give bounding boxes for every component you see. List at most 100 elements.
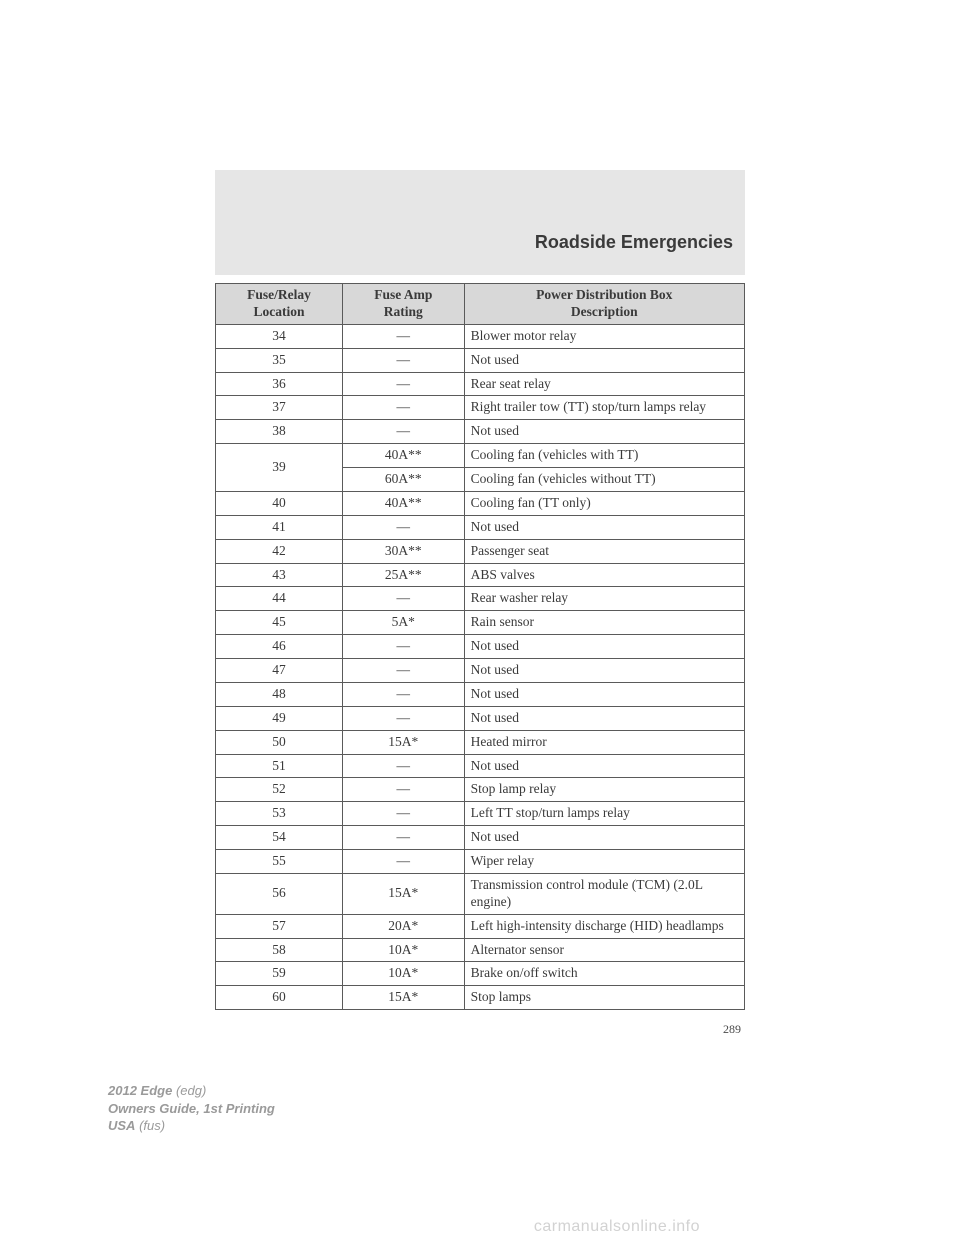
cell-description: Blower motor relay bbox=[464, 324, 744, 348]
footer-model-code: (edg) bbox=[172, 1083, 206, 1098]
cell-amp: — bbox=[342, 802, 464, 826]
table-head: Fuse/RelayLocation Fuse AmpRating Power … bbox=[216, 284, 745, 325]
table-row: 5720A*Left high-intensity discharge (HID… bbox=[216, 914, 745, 938]
cell-description: Stop lamp relay bbox=[464, 778, 744, 802]
cell-amp: 15A* bbox=[342, 873, 464, 914]
table-row: 35—Not used bbox=[216, 348, 745, 372]
cell-description: Not used bbox=[464, 515, 744, 539]
table-row: 36—Rear seat relay bbox=[216, 372, 745, 396]
cell-amp: 30A** bbox=[342, 539, 464, 563]
footer-line-2: Owners Guide, 1st Printing bbox=[108, 1100, 275, 1118]
cell-description: Not used bbox=[464, 348, 744, 372]
cell-location: 50 bbox=[216, 730, 343, 754]
cell-description: Heated mirror bbox=[464, 730, 744, 754]
table-row: 455A*Rain sensor bbox=[216, 611, 745, 635]
cell-description: Rear seat relay bbox=[464, 372, 744, 396]
cell-location: 57 bbox=[216, 914, 343, 938]
cell-location: 34 bbox=[216, 324, 343, 348]
cell-description: Not used bbox=[464, 420, 744, 444]
footer-line-1: 2012 Edge (edg) bbox=[108, 1082, 275, 1100]
table-row: 48—Not used bbox=[216, 682, 745, 706]
cell-amp: — bbox=[342, 778, 464, 802]
cell-description: Wiper relay bbox=[464, 850, 744, 874]
col-header-location: Fuse/RelayLocation bbox=[216, 284, 343, 325]
col-header-desc: Power Distribution BoxDescription bbox=[464, 284, 744, 325]
footer-region: USA bbox=[108, 1118, 135, 1133]
cell-location: 53 bbox=[216, 802, 343, 826]
cell-description: Transmission control module (TCM) (2.0L … bbox=[464, 873, 744, 914]
cell-location: 48 bbox=[216, 682, 343, 706]
cell-description: Cooling fan (vehicles with TT) bbox=[464, 444, 744, 468]
cell-description: Rear washer relay bbox=[464, 587, 744, 611]
cell-amp: 5A* bbox=[342, 611, 464, 635]
cell-location: 39 bbox=[216, 444, 343, 492]
table-body: 34—Blower motor relay35—Not used36—Rear … bbox=[216, 324, 745, 1009]
cell-location: 42 bbox=[216, 539, 343, 563]
cell-amp: 40A** bbox=[342, 444, 464, 468]
cell-location: 56 bbox=[216, 873, 343, 914]
table-row: 38—Not used bbox=[216, 420, 745, 444]
cell-description: Cooling fan (TT only) bbox=[464, 491, 744, 515]
cell-location: 46 bbox=[216, 635, 343, 659]
table-row: 4325A**ABS valves bbox=[216, 563, 745, 587]
cell-location: 47 bbox=[216, 659, 343, 683]
table-row: 47—Not used bbox=[216, 659, 745, 683]
cell-description: Passenger seat bbox=[464, 539, 744, 563]
cell-location: 54 bbox=[216, 826, 343, 850]
cell-description: Brake on/off switch bbox=[464, 962, 744, 986]
col-header-location-text: Fuse/RelayLocation bbox=[247, 287, 311, 319]
cell-description: Left TT stop/turn lamps relay bbox=[464, 802, 744, 826]
table-row: 49—Not used bbox=[216, 706, 745, 730]
cell-amp: 10A* bbox=[342, 962, 464, 986]
cell-amp: — bbox=[342, 635, 464, 659]
cell-amp: — bbox=[342, 682, 464, 706]
table-row: 5015A*Heated mirror bbox=[216, 730, 745, 754]
cell-description: Not used bbox=[464, 635, 744, 659]
table-row: 37—Right trailer tow (TT) stop/turn lamp… bbox=[216, 396, 745, 420]
table-row: 5615A*Transmission control module (TCM) … bbox=[216, 873, 745, 914]
table-header-row: Fuse/RelayLocation Fuse AmpRating Power … bbox=[216, 284, 745, 325]
cell-description: Not used bbox=[464, 659, 744, 683]
cell-location: 40 bbox=[216, 491, 343, 515]
cell-amp: 25A** bbox=[342, 563, 464, 587]
cell-amp: — bbox=[342, 754, 464, 778]
table-row: 34—Blower motor relay bbox=[216, 324, 745, 348]
cell-location: 55 bbox=[216, 850, 343, 874]
table-row: 51—Not used bbox=[216, 754, 745, 778]
cell-description: Not used bbox=[464, 826, 744, 850]
footer-line-3: USA (fus) bbox=[108, 1117, 275, 1135]
table-row: 41—Not used bbox=[216, 515, 745, 539]
cell-amp: — bbox=[342, 348, 464, 372]
cell-location: 41 bbox=[216, 515, 343, 539]
table-row: 55—Wiper relay bbox=[216, 850, 745, 874]
cell-description: Left high-intensity discharge (HID) head… bbox=[464, 914, 744, 938]
cell-location: 51 bbox=[216, 754, 343, 778]
cell-description: Alternator sensor bbox=[464, 938, 744, 962]
cell-location: 35 bbox=[216, 348, 343, 372]
page-content: Roadside Emergencies Fuse/RelayLocation … bbox=[215, 170, 745, 1037]
cell-location: 36 bbox=[216, 372, 343, 396]
col-header-desc-text: Power Distribution BoxDescription bbox=[536, 287, 672, 319]
cell-amp: — bbox=[342, 420, 464, 444]
cell-amp: — bbox=[342, 396, 464, 420]
table-row: 52—Stop lamp relay bbox=[216, 778, 745, 802]
cell-location: 43 bbox=[216, 563, 343, 587]
footer-model: 2012 Edge bbox=[108, 1083, 172, 1098]
cell-amp: — bbox=[342, 850, 464, 874]
cell-location: 59 bbox=[216, 962, 343, 986]
table-row: 53—Left TT stop/turn lamps relay bbox=[216, 802, 745, 826]
fuse-table: Fuse/RelayLocation Fuse AmpRating Power … bbox=[215, 283, 745, 1010]
cell-description: Right trailer tow (TT) stop/turn lamps r… bbox=[464, 396, 744, 420]
page-number: 289 bbox=[215, 1022, 745, 1037]
cell-amp: — bbox=[342, 706, 464, 730]
cell-description: Not used bbox=[464, 754, 744, 778]
table-row: 3940A**Cooling fan (vehicles with TT) bbox=[216, 444, 745, 468]
cell-amp: 10A* bbox=[342, 938, 464, 962]
cell-location: 49 bbox=[216, 706, 343, 730]
cell-description: Not used bbox=[464, 682, 744, 706]
cell-location: 44 bbox=[216, 587, 343, 611]
table-row: 5810A*Alternator sensor bbox=[216, 938, 745, 962]
col-header-amp: Fuse AmpRating bbox=[342, 284, 464, 325]
cell-amp: — bbox=[342, 587, 464, 611]
cell-amp: — bbox=[342, 659, 464, 683]
